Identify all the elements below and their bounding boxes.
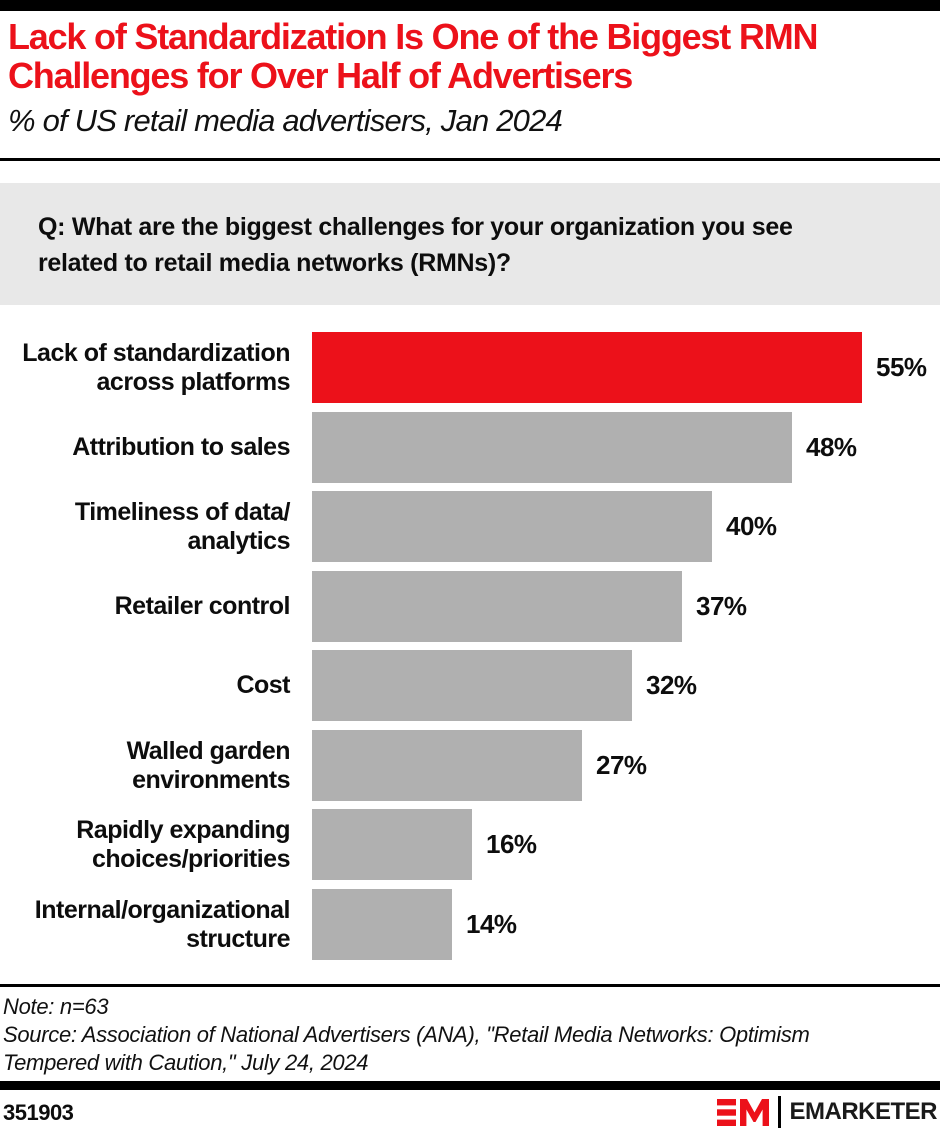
chart-row: Attribution to sales 48% <box>0 412 940 483</box>
note-divider <box>0 984 940 987</box>
bar-value-label: 27% <box>596 750 647 780</box>
question-text: Q: What are the biggest challenges for y… <box>38 213 793 277</box>
chart-row: Retailer control 37% <box>0 571 940 642</box>
notes-block: Note: n=63 Source: Association of Nation… <box>3 993 937 1077</box>
chart-id: 351903 <box>3 1100 74 1125</box>
bar-category-label: Cost <box>236 671 290 699</box>
bar-value-label: 40% <box>726 511 777 541</box>
bar <box>312 412 792 483</box>
chart-row: Internal/organizational structure 14% <box>0 889 940 960</box>
brand-wordmark: EMARKETER <box>789 1098 937 1125</box>
bar-value-label: 16% <box>486 829 537 859</box>
bar-category-label: Internal/organizational structure <box>34 895 291 953</box>
chart-row: Timeliness of data/ analytics 40% <box>0 491 940 562</box>
note-text: Note: n=63 <box>3 994 109 1019</box>
bar-highlighted <box>312 332 862 403</box>
footer-bar <box>0 1081 940 1090</box>
bar-value-label: 32% <box>646 670 697 700</box>
chart-row: Lack of standardization across platforms… <box>0 332 940 403</box>
bar <box>312 491 712 562</box>
bar-category-label: Lack of standardization across platforms <box>22 338 290 396</box>
bar-category-label: Timeliness of data/ analytics <box>74 497 291 555</box>
bar-value-label: 14% <box>466 909 517 939</box>
bar-value-label: 55% <box>876 352 927 382</box>
bar-category-label: Rapidly expanding choices/priorities <box>76 815 290 873</box>
chart-row: Walled garden environments 27% <box>0 730 940 801</box>
bar-category-label: Walled garden environments <box>126 736 291 794</box>
brand-logo: EMARKETER <box>717 1096 937 1128</box>
question-box: Q: What are the biggest challenges for y… <box>0 183 940 305</box>
bar <box>312 730 582 801</box>
bar <box>312 650 632 721</box>
bar-category-label: Attribution to sales <box>72 433 290 461</box>
bar <box>312 571 682 642</box>
top-accent-bar <box>0 0 940 11</box>
bar-value-label: 48% <box>806 432 857 462</box>
bar <box>312 889 452 960</box>
em-monogram-icon <box>717 1098 770 1126</box>
source-text: Source: Association of National Advertis… <box>3 1022 810 1075</box>
bar-chart: Lack of standardization across platforms… <box>0 332 940 964</box>
chart-subtitle: % of US retail media advertisers, Jan 20… <box>8 103 563 138</box>
bar <box>312 809 472 880</box>
logo-divider <box>778 1096 782 1128</box>
page-title: Lack of Standardization Is One of the Bi… <box>8 16 818 96</box>
title-divider <box>0 158 940 161</box>
chart-row: Cost 32% <box>0 650 940 721</box>
bar-value-label: 37% <box>696 591 747 621</box>
bar-category-label: Retailer control <box>114 592 291 620</box>
chart-row: Rapidly expanding choices/priorities 16% <box>0 809 940 880</box>
